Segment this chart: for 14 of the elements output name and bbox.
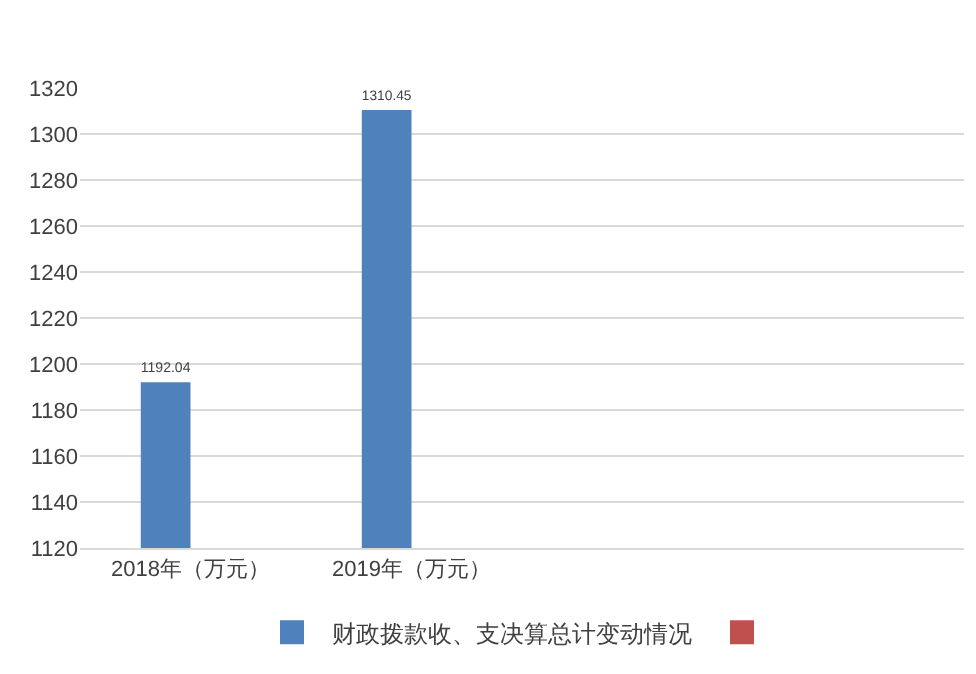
legend-label: 财政拨款收、支决算总计变动情况: [332, 619, 692, 648]
y-tick-label: 1200: [29, 353, 78, 378]
y-tick-label: 1320: [29, 77, 78, 102]
y-tick-label: 1140: [30, 491, 78, 516]
y-tick-label: 1220: [29, 307, 78, 332]
y-tick-label: 1280: [29, 169, 78, 194]
y-tick-label: 1120: [30, 537, 78, 562]
x-tick-label: 2019年（万元）: [332, 558, 491, 583]
x-tick-label: 2018年（万元）: [111, 558, 270, 583]
y-tick-label: 1260: [29, 215, 78, 240]
y-tick-label: 1160: [30, 445, 78, 470]
y-tick-label: 1240: [29, 261, 78, 286]
y-tick-label: 1180: [30, 399, 78, 424]
y-tick-label: 1300: [29, 123, 78, 148]
